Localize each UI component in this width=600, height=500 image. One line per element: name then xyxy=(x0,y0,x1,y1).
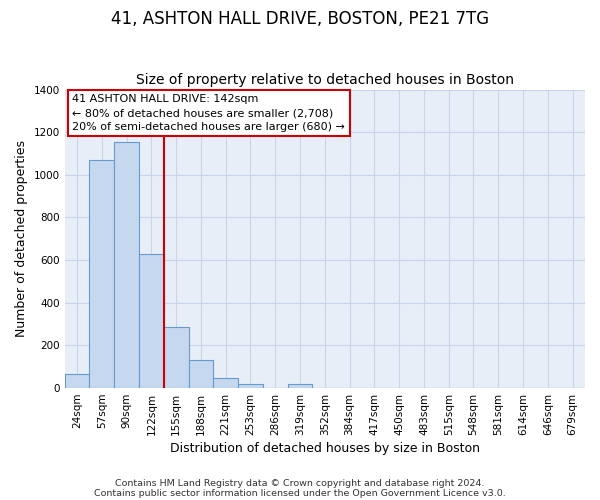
Text: 41, ASHTON HALL DRIVE, BOSTON, PE21 7TG: 41, ASHTON HALL DRIVE, BOSTON, PE21 7TG xyxy=(111,10,489,28)
Y-axis label: Number of detached properties: Number of detached properties xyxy=(15,140,28,338)
Bar xyxy=(214,378,238,388)
Bar xyxy=(114,142,139,388)
Bar xyxy=(188,360,214,388)
Bar xyxy=(238,384,263,388)
Bar xyxy=(65,374,89,388)
Bar xyxy=(139,254,164,388)
Bar xyxy=(89,160,114,388)
Text: Contains public sector information licensed under the Open Government Licence v3: Contains public sector information licen… xyxy=(94,488,506,498)
Title: Size of property relative to detached houses in Boston: Size of property relative to detached ho… xyxy=(136,73,514,87)
Bar xyxy=(287,384,313,388)
X-axis label: Distribution of detached houses by size in Boston: Distribution of detached houses by size … xyxy=(170,442,480,455)
Text: Contains HM Land Registry data © Crown copyright and database right 2024.: Contains HM Land Registry data © Crown c… xyxy=(115,478,485,488)
Text: 41 ASHTON HALL DRIVE: 142sqm
← 80% of detached houses are smaller (2,708)
20% of: 41 ASHTON HALL DRIVE: 142sqm ← 80% of de… xyxy=(73,94,346,132)
Bar xyxy=(164,328,188,388)
